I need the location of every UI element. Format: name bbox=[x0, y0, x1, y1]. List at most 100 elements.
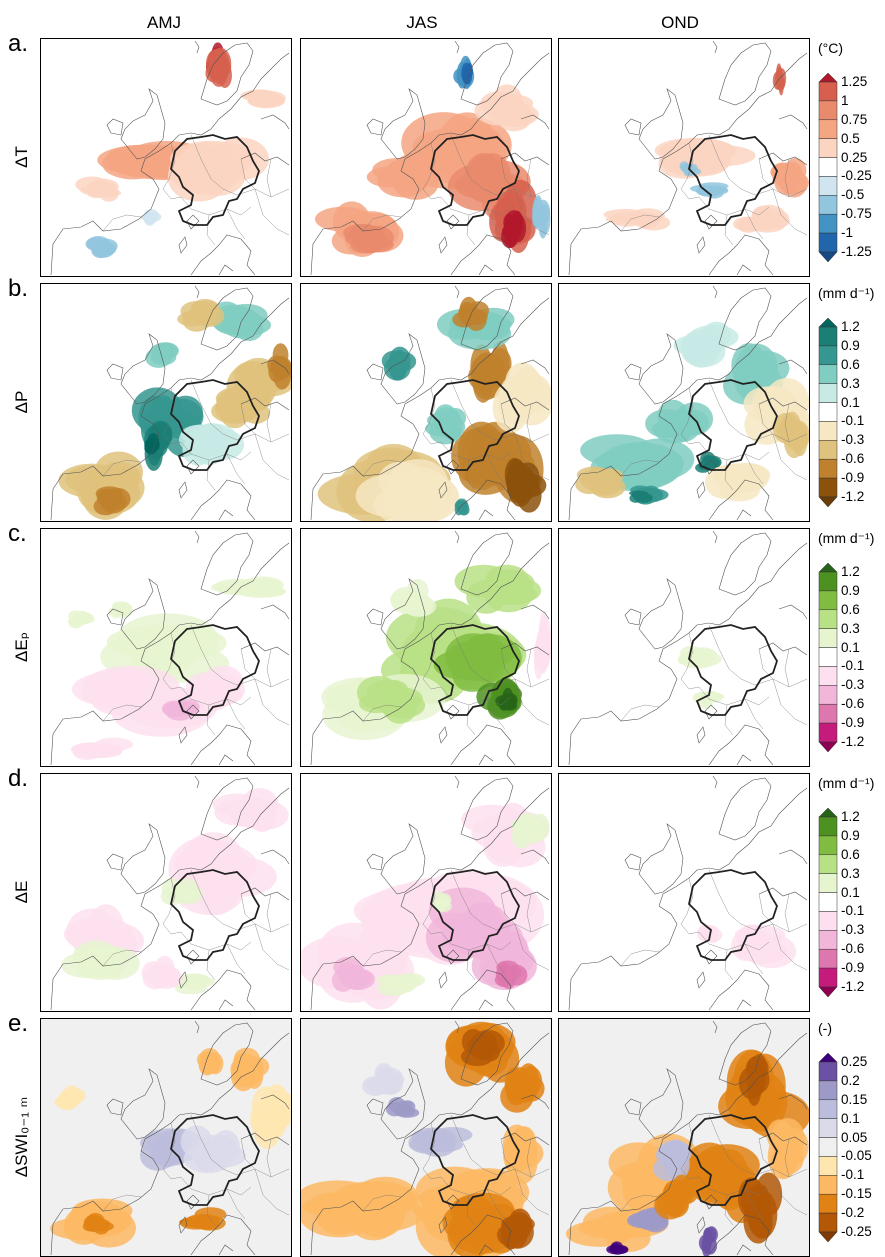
coastline bbox=[380, 578, 426, 650]
study-region-outline bbox=[688, 1114, 778, 1206]
country-border bbox=[620, 459, 660, 477]
anomaly-patch bbox=[331, 969, 354, 992]
coastline bbox=[178, 236, 188, 254]
country-border bbox=[450, 379, 550, 443]
map-panel-e-ond bbox=[558, 1018, 810, 1257]
coastline bbox=[638, 333, 684, 405]
study-region-outline bbox=[688, 379, 778, 471]
colorbar-tick-label: -0.1 bbox=[841, 1167, 865, 1183]
coastline bbox=[438, 1216, 448, 1234]
colorbar-band bbox=[818, 628, 838, 648]
anomaly-patch bbox=[642, 1209, 662, 1226]
colorbar-band bbox=[818, 807, 838, 818]
country-border bbox=[206, 949, 216, 981]
colorbar-band bbox=[818, 741, 838, 753]
country-border bbox=[362, 1194, 402, 1212]
country-border bbox=[422, 877, 512, 951]
study-region-outline bbox=[688, 134, 778, 226]
country-border bbox=[514, 923, 550, 971]
anomaly-patch bbox=[461, 635, 501, 678]
country-border bbox=[162, 1122, 252, 1196]
coastline bbox=[568, 542, 808, 766]
anomaly-patch bbox=[92, 243, 109, 258]
coastline bbox=[120, 88, 166, 160]
coastline bbox=[454, 530, 460, 544]
colorbar-band bbox=[818, 1137, 838, 1157]
coastline bbox=[178, 1216, 188, 1234]
coastline bbox=[520, 1094, 550, 1110]
coastline bbox=[624, 118, 642, 136]
row-variable-label: ΔEₚ bbox=[12, 631, 31, 662]
coastline bbox=[758, 642, 808, 656]
europe-map bbox=[559, 1019, 809, 1256]
coastline bbox=[194, 285, 200, 299]
colorbar-band bbox=[818, 930, 838, 950]
anomaly-patch bbox=[390, 590, 425, 612]
colorbar-tick-label: -0.25 bbox=[841, 1224, 872, 1239]
anomaly-patch bbox=[510, 213, 527, 243]
anomaly-patch bbox=[743, 386, 791, 422]
coastline bbox=[190, 724, 256, 766]
colorbar-band bbox=[818, 571, 838, 592]
coastline bbox=[200, 777, 254, 841]
country-border bbox=[162, 387, 252, 461]
coastline bbox=[438, 236, 448, 254]
coastline bbox=[260, 849, 290, 865]
coastline bbox=[200, 532, 254, 596]
column-title-amj: AMJ bbox=[147, 13, 181, 32]
coastline bbox=[704, 949, 718, 965]
coastline bbox=[106, 853, 124, 871]
country-border bbox=[526, 403, 532, 443]
colorbar-band bbox=[818, 138, 838, 158]
coastline bbox=[638, 1068, 684, 1140]
coastline bbox=[186, 949, 200, 965]
map-panel-e-amj bbox=[40, 1018, 292, 1257]
coastline bbox=[736, 509, 752, 521]
country-border bbox=[254, 188, 290, 236]
anomaly-patch bbox=[235, 580, 275, 597]
map-panel-c-ond bbox=[558, 528, 810, 767]
map-panel-d-ond bbox=[558, 773, 810, 1012]
colorbar-tick-label: -0.9 bbox=[841, 715, 865, 731]
anomaly-patch bbox=[501, 698, 516, 709]
map-panel-b-amj bbox=[40, 283, 292, 522]
coastline bbox=[106, 118, 124, 136]
coastline bbox=[712, 530, 718, 544]
anomaly-patch bbox=[177, 311, 207, 327]
coastline bbox=[120, 578, 166, 650]
europe-map bbox=[568, 285, 809, 521]
anomaly-patch bbox=[204, 429, 245, 460]
coastline bbox=[718, 287, 772, 351]
coastline bbox=[568, 52, 808, 276]
europe-map bbox=[310, 285, 551, 521]
anomaly-patch bbox=[194, 1207, 227, 1221]
country-border bbox=[466, 949, 476, 981]
anomaly-patch bbox=[142, 968, 168, 990]
country-border bbox=[724, 459, 734, 491]
colorbar-tick-label: 0.05 bbox=[841, 1129, 868, 1145]
coastline bbox=[778, 114, 808, 130]
country-border bbox=[784, 648, 790, 688]
row-variable-label: ΔT bbox=[12, 145, 31, 168]
map-panel-e-jas bbox=[300, 1018, 552, 1257]
coastline bbox=[454, 40, 460, 54]
coastline bbox=[310, 542, 550, 766]
country-border bbox=[784, 1138, 790, 1178]
country-border bbox=[190, 1114, 290, 1178]
country-border bbox=[680, 632, 770, 706]
study-region-outline bbox=[430, 1114, 520, 1206]
anomaly-patch bbox=[695, 185, 723, 197]
europe-map bbox=[301, 775, 550, 1011]
country-border bbox=[450, 624, 550, 688]
colorbar-band bbox=[818, 496, 838, 508]
coastline bbox=[718, 777, 772, 841]
map-panel-c-jas bbox=[300, 528, 552, 767]
anomaly-patch bbox=[504, 1067, 524, 1100]
colorbar-tick-label: -0.5 bbox=[841, 187, 865, 203]
coastline bbox=[638, 88, 684, 160]
coastline bbox=[450, 724, 516, 766]
anomaly-patch bbox=[490, 340, 510, 392]
coastline bbox=[568, 1032, 808, 1256]
coastline bbox=[380, 88, 426, 160]
anomaly-patch bbox=[437, 893, 452, 907]
